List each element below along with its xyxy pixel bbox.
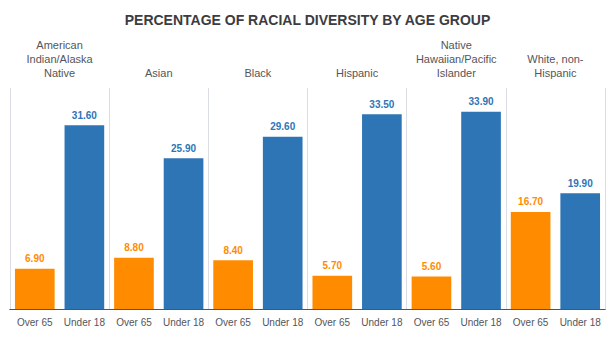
svg-text:29.60: 29.60 [270,121,295,132]
svg-text:33.50: 33.50 [369,99,394,110]
svg-text:16.70: 16.70 [518,196,543,207]
svg-text:Over 65: Over 65 [17,317,53,328]
svg-text:19.90: 19.90 [568,178,593,189]
svg-text:Under 18: Under 18 [64,317,106,328]
svg-text:25.90: 25.90 [171,143,196,154]
svg-text:Indian/Alaska: Indian/Alaska [27,53,94,65]
svg-text:8.40: 8.40 [223,245,243,256]
svg-text:Hawaiian/Pacific: Hawaiian/Pacific [416,53,497,65]
svg-text:Under 18: Under 18 [163,317,205,328]
svg-text:PERCENTAGE OF RACIAL DIVERSITY: PERCENTAGE OF RACIAL DIVERSITY BY AGE GR… [125,12,491,28]
svg-text:Hispanic: Hispanic [336,67,379,79]
svg-text:8.80: 8.80 [124,242,144,253]
svg-text:31.60: 31.60 [72,110,97,121]
svg-text:Native: Native [441,39,472,51]
svg-text:Islander: Islander [437,67,476,79]
svg-text:Asian: Asian [145,67,173,79]
svg-text:Under 18: Under 18 [262,317,304,328]
svg-text:Over 65: Over 65 [215,317,251,328]
svg-text:Under 18: Under 18 [361,317,403,328]
svg-text:Black: Black [244,67,271,79]
svg-text:American: American [36,39,82,51]
svg-text:Over 65: Over 65 [513,317,549,328]
svg-text:5.60: 5.60 [422,261,442,272]
svg-text:5.70: 5.70 [323,260,343,271]
svg-text:Over 65: Over 65 [315,317,351,328]
svg-text:Over 65: Over 65 [116,317,152,328]
svg-text:Over 65: Over 65 [414,317,450,328]
svg-text:Native: Native [44,67,75,79]
svg-text:Under 18: Under 18 [560,317,602,328]
svg-text:White, non-: White, non- [527,53,584,65]
svg-text:33.90: 33.90 [469,96,494,107]
svg-text:6.90: 6.90 [25,253,45,264]
svg-text:Under 18: Under 18 [460,317,502,328]
svg-text:Hispanic: Hispanic [534,67,577,79]
